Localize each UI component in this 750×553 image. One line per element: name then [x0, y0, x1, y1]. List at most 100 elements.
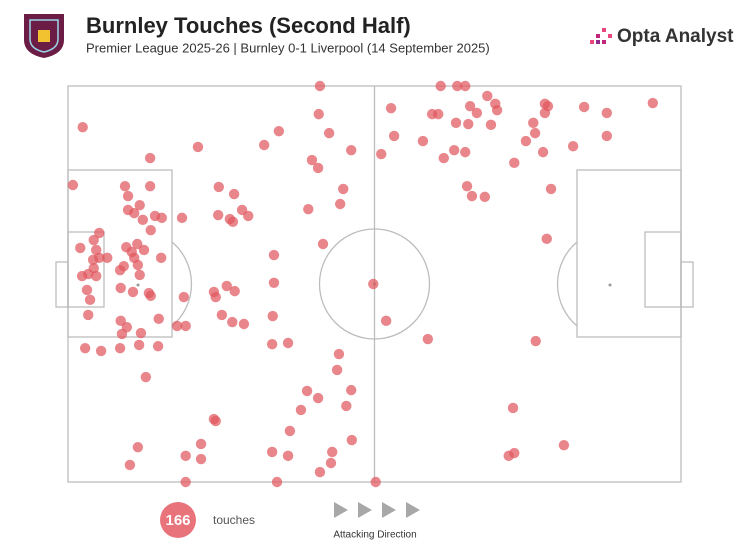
touch [88, 234, 99, 246]
touch [312, 162, 324, 174]
touch [539, 107, 551, 119]
touch [284, 425, 296, 437]
touch [268, 277, 280, 289]
touch [216, 309, 228, 321]
touch [331, 364, 343, 376]
touch [95, 345, 107, 357]
touch [327, 446, 338, 458]
touch [433, 108, 444, 120]
touch [122, 190, 134, 202]
direction-label: Attacking Direction [333, 530, 416, 541]
touch [195, 438, 207, 450]
touch [145, 224, 156, 236]
touch [460, 80, 471, 92]
brand-logo [590, 28, 612, 44]
touch [545, 183, 557, 195]
touch [90, 244, 102, 256]
touch [334, 198, 346, 210]
touch [312, 392, 324, 404]
brand-name: Opta Analyst [617, 26, 734, 47]
touch [75, 242, 86, 254]
touch [314, 80, 326, 92]
touch [229, 285, 240, 297]
touch [90, 270, 102, 282]
touch [338, 183, 349, 195]
touch [81, 284, 93, 296]
touch [301, 385, 313, 397]
touch [647, 97, 659, 109]
touch [567, 140, 579, 152]
touch [76, 270, 88, 282]
touch [144, 152, 156, 164]
touch [482, 90, 493, 102]
touch [558, 439, 570, 451]
touch [127, 286, 139, 298]
touch [268, 249, 280, 261]
touch [192, 141, 204, 153]
touch [528, 117, 539, 129]
touch [370, 476, 381, 488]
touch [137, 214, 148, 226]
touch [152, 340, 164, 352]
touch [213, 181, 224, 193]
touch [509, 447, 520, 459]
touch [460, 146, 471, 158]
touch [530, 335, 541, 347]
touch [258, 139, 270, 151]
touch [221, 280, 232, 292]
touch [325, 457, 337, 469]
chart-title: Burnley Touches (Second Half) [86, 13, 411, 38]
touch [145, 290, 156, 302]
touch [422, 333, 434, 345]
touch [273, 125, 285, 137]
touch [138, 244, 150, 256]
club-badge [24, 14, 64, 58]
touch [509, 157, 520, 169]
touch [282, 450, 294, 462]
touch [212, 209, 224, 221]
touch [227, 316, 238, 328]
touch [450, 117, 462, 129]
touch [541, 233, 552, 245]
touch [368, 278, 379, 290]
touch [466, 190, 478, 202]
touch [153, 313, 164, 325]
touch [180, 450, 191, 462]
touch [156, 212, 167, 224]
touch [180, 476, 191, 488]
touch [67, 179, 79, 191]
touch [118, 260, 129, 272]
touch [295, 404, 307, 416]
touch [346, 384, 357, 396]
touch [461, 180, 473, 192]
touch [210, 415, 221, 427]
touch [133, 339, 145, 351]
touch [144, 180, 156, 192]
touch [79, 342, 91, 354]
touch [317, 238, 329, 250]
touch [520, 135, 532, 147]
touch [303, 203, 314, 215]
touch [491, 104, 503, 116]
touch [537, 146, 549, 158]
touch [266, 446, 278, 458]
touch [282, 337, 294, 349]
touch [529, 127, 541, 139]
touch [601, 130, 613, 142]
touch [385, 102, 397, 114]
direction-arrows [334, 502, 420, 518]
touch [485, 119, 497, 131]
touch [140, 371, 152, 383]
touch [266, 338, 278, 350]
touch [448, 144, 460, 156]
touch [267, 310, 278, 322]
touch [380, 315, 392, 327]
touch [129, 207, 140, 219]
touch [479, 191, 491, 203]
touch [171, 320, 183, 332]
touch [323, 127, 335, 139]
touch [134, 199, 145, 211]
touch [578, 101, 590, 113]
touch [84, 294, 96, 306]
